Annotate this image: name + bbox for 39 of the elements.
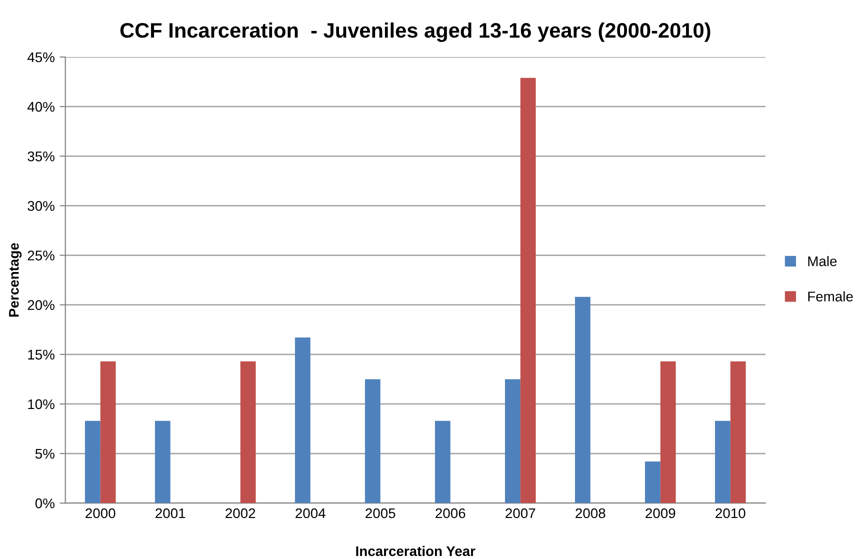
bar: [714, 420, 730, 504]
bar: [240, 361, 256, 504]
legend-label: Male: [808, 256, 837, 266]
x-tick-label: 2000: [86, 508, 116, 518]
y-tick-label: 20%: [28, 300, 54, 310]
bar: [364, 379, 380, 504]
legend-label: Female: [808, 291, 853, 302]
y-tick-label: 30%: [28, 201, 54, 211]
y-tick-label: 15%: [28, 350, 54, 360]
bar: [574, 296, 590, 504]
x-tick-label: 2009: [646, 508, 676, 518]
y-tick-label: 0%: [35, 498, 54, 508]
x-tick-label: 2004: [296, 508, 326, 518]
bar: [294, 338, 310, 504]
y-axis-title: Percentage: [9, 243, 22, 317]
bar: [730, 361, 746, 504]
bar: [504, 379, 520, 504]
x-axis-title: Incarceration Year: [356, 546, 476, 556]
bar: [84, 420, 100, 504]
x-tick-label: 2001: [156, 508, 186, 518]
y-tick-label: 25%: [28, 250, 54, 260]
bar: [660, 361, 676, 504]
x-tick-label: 2010: [716, 508, 746, 518]
x-tick-label: 2002: [226, 508, 256, 518]
bar: [520, 78, 536, 504]
y-tick-label: 35%: [28, 151, 54, 162]
y-tick-label: 45%: [27, 52, 54, 62]
bar: [434, 420, 450, 504]
y-tick-label: 40%: [27, 102, 54, 112]
y-tick-label: 5%: [35, 448, 54, 459]
x-tick-label: 2007: [506, 508, 536, 518]
bar: [644, 461, 660, 504]
bar: [100, 361, 116, 504]
x-tick-label: 2006: [436, 508, 466, 518]
x-tick-label: 2008: [576, 508, 606, 518]
chart-title: CCF Incarceration - Juveniles aged 13-16 years (2000-2010): [120, 22, 710, 42]
x-tick-label: 2005: [366, 508, 396, 518]
y-tick-label: 10%: [28, 399, 54, 410]
bar: [154, 420, 170, 504]
